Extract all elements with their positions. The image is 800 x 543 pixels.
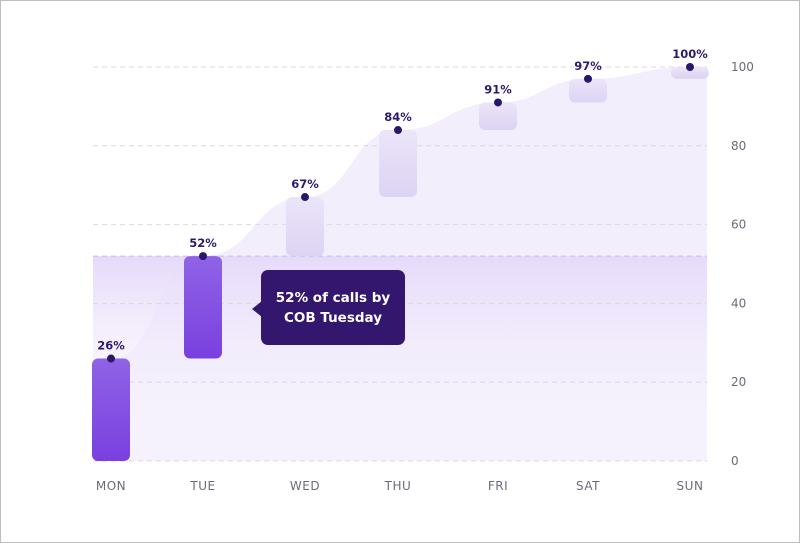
data-label: 97% — [574, 59, 602, 73]
x-tick-label: FRI — [488, 479, 508, 493]
data-label: 26% — [97, 339, 125, 353]
y-tick-label: 40 — [731, 296, 746, 310]
bar-mon — [92, 358, 130, 461]
data-label: 84% — [384, 110, 412, 124]
data-point — [494, 98, 502, 107]
annotation-callout: 52% of calls by COB Tuesday — [261, 270, 405, 345]
x-tick-label: MON — [96, 479, 126, 493]
y-tick-label: 100 — [731, 60, 754, 74]
x-tick-label: SUN — [677, 479, 704, 493]
data-point — [301, 193, 309, 202]
bar-sun — [671, 67, 709, 79]
data-label: 67% — [291, 177, 319, 191]
data-point — [199, 252, 207, 261]
y-tick-label: 80 — [731, 139, 746, 153]
x-tick-label: TUE — [189, 479, 215, 493]
data-point — [107, 354, 115, 363]
callout-arrow — [252, 301, 262, 317]
x-tick-label: WED — [290, 479, 320, 493]
data-label: 91% — [484, 82, 512, 96]
y-tick-label: 0 — [731, 454, 739, 468]
data-point — [686, 63, 694, 71]
y-tick-label: 60 — [731, 218, 746, 232]
bar-thu — [379, 130, 417, 198]
data-label: 100% — [672, 47, 708, 61]
x-tick-label: SAT — [576, 479, 600, 493]
data-label: 52% — [189, 236, 217, 250]
data-point — [394, 126, 402, 135]
bar-tue — [184, 256, 222, 359]
x-tick-label: THU — [384, 479, 412, 493]
y-tick-label: 20 — [731, 375, 746, 389]
bar-sat — [569, 78, 607, 103]
data-point — [584, 74, 592, 83]
bar-fri — [479, 102, 517, 131]
bar-wed — [286, 197, 324, 257]
